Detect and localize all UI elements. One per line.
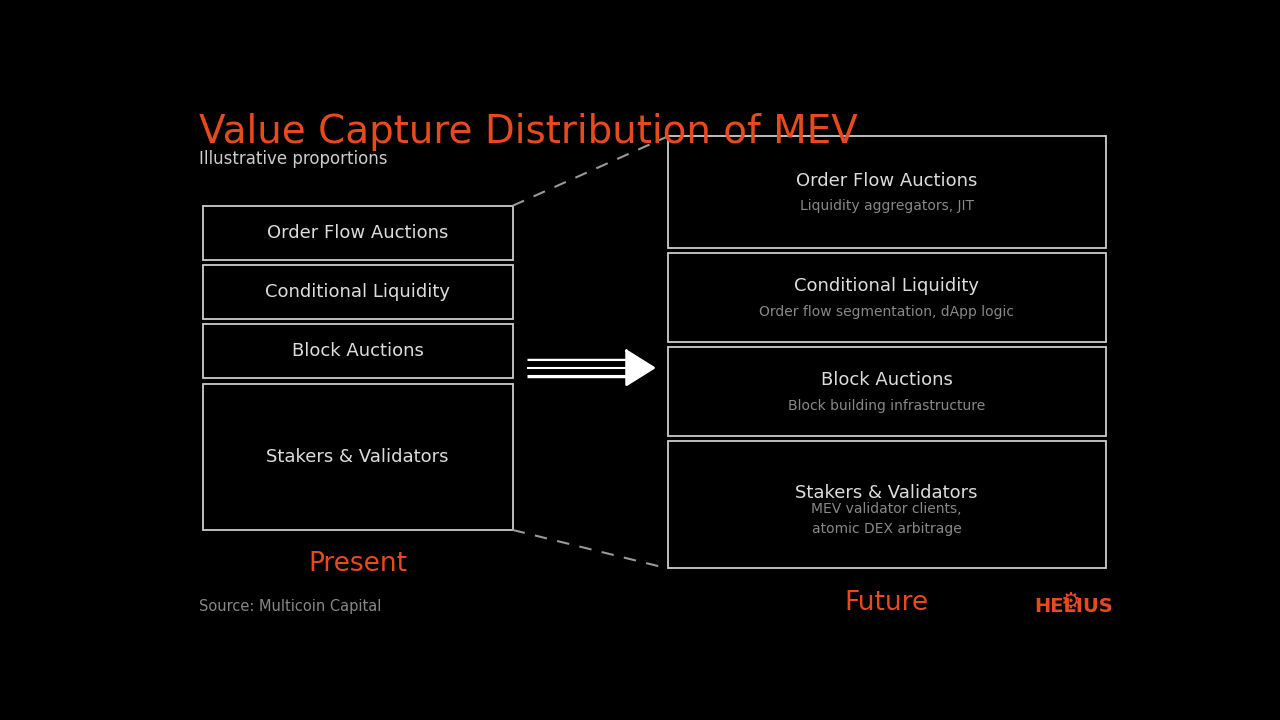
Bar xyxy=(668,348,1106,436)
Text: Stakers & Validators: Stakers & Validators xyxy=(266,448,449,466)
Text: Future: Future xyxy=(845,590,928,616)
Bar xyxy=(202,384,512,530)
Text: MEV validator clients,
atomic DEX arbitrage: MEV validator clients, atomic DEX arbitr… xyxy=(812,502,961,536)
Text: HELIUS: HELIUS xyxy=(1034,597,1114,616)
Bar xyxy=(202,324,512,378)
Text: Illustrative proportions: Illustrative proportions xyxy=(198,150,388,168)
Text: Block Auctions: Block Auctions xyxy=(292,342,424,360)
Text: Value Capture Distribution of MEV: Value Capture Distribution of MEV xyxy=(198,113,858,151)
Text: Present: Present xyxy=(308,552,407,577)
Bar xyxy=(668,253,1106,342)
Polygon shape xyxy=(626,351,654,384)
Text: Order Flow Auctions: Order Flow Auctions xyxy=(796,172,977,190)
Text: Order flow segmentation, dApp logic: Order flow segmentation, dApp logic xyxy=(759,305,1014,319)
Bar xyxy=(668,441,1106,568)
Bar xyxy=(668,137,1106,248)
Text: Block Auctions: Block Auctions xyxy=(820,371,952,389)
Bar xyxy=(202,206,512,260)
Text: Stakers & Validators: Stakers & Validators xyxy=(795,485,978,503)
Text: Block building infrastructure: Block building infrastructure xyxy=(788,399,986,413)
Text: ⚙: ⚙ xyxy=(1061,592,1080,611)
Bar xyxy=(202,265,512,319)
Text: Order Flow Auctions: Order Flow Auctions xyxy=(268,224,448,242)
Text: Source: Multicoin Capital: Source: Multicoin Capital xyxy=(198,599,381,614)
Text: Conditional Liquidity: Conditional Liquidity xyxy=(265,283,451,301)
Text: Conditional Liquidity: Conditional Liquidity xyxy=(794,277,979,295)
Text: Liquidity aggregators, JIT: Liquidity aggregators, JIT xyxy=(800,199,974,213)
